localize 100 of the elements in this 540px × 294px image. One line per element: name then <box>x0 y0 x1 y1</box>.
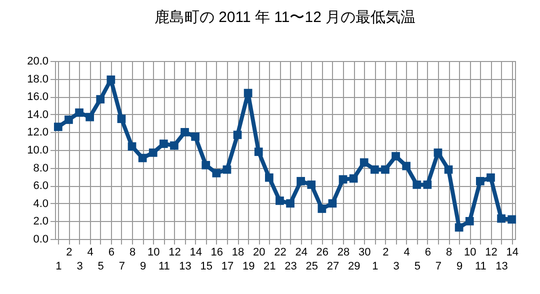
point <box>444 165 453 174</box>
point <box>423 180 432 189</box>
point <box>412 180 422 189</box>
x-tick-label: 10 <box>464 246 476 258</box>
point <box>454 223 464 232</box>
point <box>328 199 337 208</box>
point <box>54 122 62 132</box>
chart-title: 鹿島町の 2011 年 11〜12 月の最低気温 <box>154 9 416 26</box>
point <box>465 217 474 226</box>
point <box>159 140 168 148</box>
x-tick-label: 8 <box>129 246 136 258</box>
point <box>75 108 84 117</box>
x-tick-label: 4 <box>87 246 94 258</box>
x-tick-label: 1 <box>56 260 62 272</box>
point <box>244 88 252 98</box>
x-tick-label: 1 <box>372 260 378 272</box>
x-tick-label: 22 <box>274 246 286 258</box>
y-tick-label: 2.0 <box>33 216 48 228</box>
x-tick-label: 5 <box>414 260 420 272</box>
point <box>64 116 73 124</box>
x-tick-label: 2 <box>382 246 389 258</box>
x-tick-label: 3 <box>76 260 83 272</box>
x-tick-label: 2 <box>66 246 72 258</box>
x-tick-label: 25 <box>306 260 318 272</box>
x-tick-label: 5 <box>98 260 104 272</box>
x-tick-label: 19 <box>242 260 255 272</box>
point <box>370 165 379 174</box>
point <box>222 165 232 174</box>
point <box>434 148 442 157</box>
point <box>486 173 495 182</box>
point <box>307 180 316 189</box>
x-tick-label: 28 <box>337 246 350 258</box>
y-tick-label: 10.0 <box>27 144 48 156</box>
x-tick-label: 18 <box>232 246 244 258</box>
x-tick-label: 7 <box>118 260 126 272</box>
x-tick-label: 12 <box>485 246 498 258</box>
x-tick-label: 3 <box>393 260 400 272</box>
point <box>86 112 94 122</box>
point <box>148 148 158 157</box>
x-tick-label: 9 <box>456 260 463 272</box>
point <box>233 130 242 140</box>
x-tick-label: 9 <box>140 260 146 272</box>
x-tick-label: 14 <box>190 246 202 258</box>
x-tick-label: 12 <box>168 246 181 258</box>
point <box>202 160 210 170</box>
point <box>402 162 411 170</box>
x-tick-label: 21 <box>264 260 276 272</box>
point <box>318 204 326 213</box>
y-tick-label: 18.0 <box>27 73 48 86</box>
point <box>96 95 105 104</box>
x-tick-label: 7 <box>435 260 442 272</box>
point <box>106 76 116 84</box>
y-tick-label: 12.0 <box>27 126 48 139</box>
x-tick-label: 6 <box>424 246 431 258</box>
point <box>264 173 274 182</box>
x-tick-label: 24 <box>295 246 308 258</box>
x-tick-label: 14 <box>506 246 518 258</box>
x-tick-label: 4 <box>404 246 410 258</box>
x-tick-label: 30 <box>358 246 371 258</box>
point <box>381 165 390 174</box>
point <box>170 141 178 150</box>
point <box>508 215 516 224</box>
y-tick-label: 14.0 <box>27 108 48 121</box>
y-tick-label: 0.0 <box>33 234 48 246</box>
point <box>117 114 126 124</box>
point <box>276 196 284 205</box>
point <box>138 154 147 162</box>
point <box>296 176 306 186</box>
x-tick-label: 13 <box>179 260 192 272</box>
x-tick-label: 23 <box>284 260 297 272</box>
x-tick-label: 17 <box>221 260 234 272</box>
point <box>128 142 136 151</box>
point <box>254 148 263 156</box>
x-tick-label: 6 <box>108 246 114 258</box>
x-tick-label: 11 <box>474 260 486 272</box>
y-tick-label: 6.0 <box>33 180 48 192</box>
point <box>191 132 200 141</box>
x-tick-label: 26 <box>316 246 329 258</box>
x-tick-label: 8 <box>446 246 452 258</box>
point <box>286 199 294 208</box>
y-tick-label: 4.0 <box>33 198 48 210</box>
x-tick-label: 11 <box>158 260 170 272</box>
x-tick-label: 27 <box>326 260 340 272</box>
point <box>392 152 400 160</box>
point <box>476 176 484 186</box>
point <box>360 158 368 167</box>
x-tick-label: 15 <box>200 260 212 272</box>
point <box>180 128 189 136</box>
point <box>349 174 358 183</box>
x-tick-label: 13 <box>496 260 508 272</box>
x-tick-label: 10 <box>147 246 160 258</box>
x-tick-label: 29 <box>348 260 360 272</box>
point <box>212 168 221 178</box>
y-tick-label: 8.0 <box>33 162 48 174</box>
x-tick-label: 16 <box>210 246 224 258</box>
x-tick-label: 20 <box>253 246 266 258</box>
y-tick-label: 16.0 <box>27 91 48 104</box>
point <box>497 214 506 223</box>
y-tick-label: 20.0 <box>27 56 48 68</box>
point <box>338 175 348 184</box>
